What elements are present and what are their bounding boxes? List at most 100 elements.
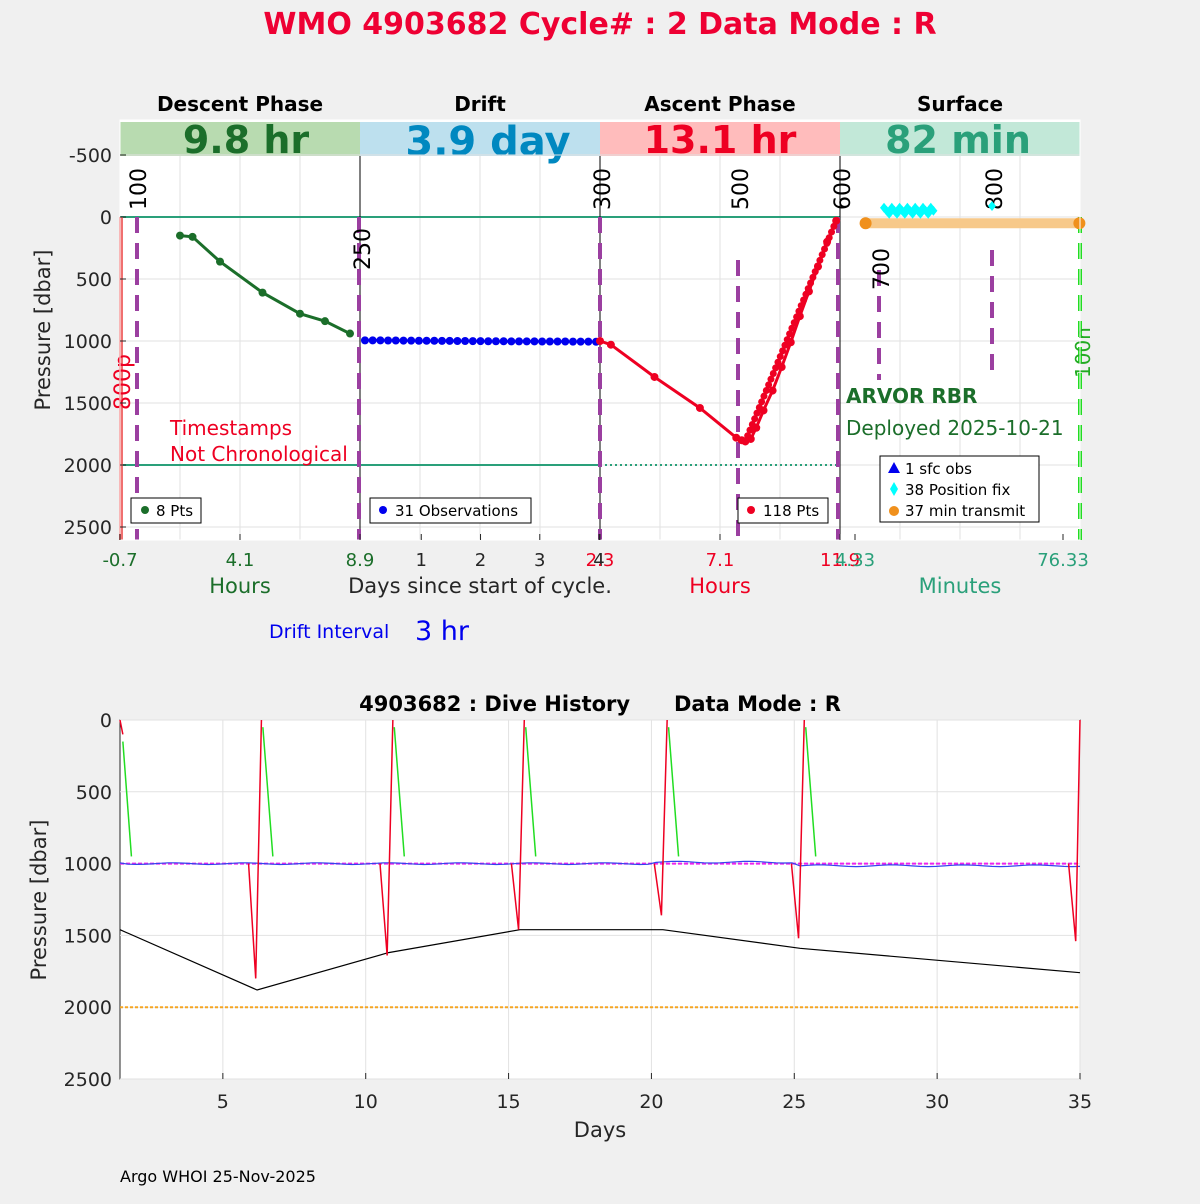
descent-x-label: Hours xyxy=(209,574,271,598)
phase-band-descent xyxy=(120,122,360,156)
bottom-y-ticks: 0 500 1000 1500 2000 2500 xyxy=(64,710,112,1091)
ascent-point-3 xyxy=(695,403,704,412)
ascent-dense-point-27 xyxy=(804,285,812,293)
surface-legend: 1 sfc obs 38 Position fix 37 min transmi… xyxy=(879,455,1040,523)
bottom-x-tick-label-5: 30 xyxy=(925,1091,949,1113)
guide-lines xyxy=(135,217,994,540)
descent-x-tick-2-label: 8.9 xyxy=(346,550,375,571)
warning-line-2: Not Chronological xyxy=(170,442,348,466)
ascent-dense-point-33 xyxy=(818,251,826,259)
ascent-dense-point-38 xyxy=(830,222,838,230)
drift-point-22 xyxy=(530,337,539,346)
surface-series xyxy=(859,201,1086,230)
ascent-dense-point-6 xyxy=(755,403,763,411)
descent-point-5 xyxy=(321,317,329,326)
drift-legend: 31 Observations xyxy=(369,497,532,524)
ascent-trace-2 xyxy=(510,719,526,930)
drift-point-10 xyxy=(438,336,446,345)
drift-point-20 xyxy=(515,337,524,346)
bottom-plot-area xyxy=(119,719,1081,1080)
ascent-dense-point-16 xyxy=(779,347,787,355)
ascent-dense-point-30 xyxy=(811,268,819,276)
phase-band-surface xyxy=(840,122,1080,156)
ascent-dense-point-1 xyxy=(744,432,752,440)
descent-trace-0 xyxy=(262,727,274,857)
ascent-dense-point-18 xyxy=(783,336,791,344)
ascent-point-1 xyxy=(606,340,615,349)
bottom-x-tick-label-6: 35 xyxy=(1068,1091,1092,1113)
drift-point-2 xyxy=(376,336,385,345)
drift-x-tick-1-label: 2 xyxy=(475,550,486,571)
phase-duration-drift: 3.9 day xyxy=(405,119,570,165)
bottom-y-tick-label-1: 500 xyxy=(76,782,112,804)
marker-label-300: 300 xyxy=(591,168,616,210)
bottom-y-tick-label-3: 1500 xyxy=(64,925,112,947)
marker-label-100: 100 xyxy=(127,168,152,210)
float-model: ARVOR RBR xyxy=(846,384,977,408)
ascent-dense-point-4 xyxy=(751,415,759,423)
ascent-dense-point-9 xyxy=(762,387,770,395)
warning-line-1: Timestamps xyxy=(169,416,292,440)
surface-transmit-point-0 xyxy=(859,217,872,230)
ascent-dense-point-23 xyxy=(795,307,803,315)
drift-point-13 xyxy=(461,337,470,345)
ascent-dense-point-8 xyxy=(760,392,768,400)
drift-point-9 xyxy=(430,336,439,345)
ascent-dense-point-35 xyxy=(823,239,831,247)
top-y-tick-label-0: -500 xyxy=(69,145,112,167)
bottom-grid xyxy=(120,719,1081,1080)
surface-legend-position-fix: 38 Position fix xyxy=(905,481,1010,499)
ascent-dense-point-25 xyxy=(800,296,808,304)
bottom-y-axis-label: Pressure [dbar] xyxy=(27,820,51,981)
bottom-x-tick-label-0: 5 xyxy=(217,1091,229,1113)
marker-label-800p: 800p xyxy=(111,354,136,410)
descent-x-tick-0-label: -0.7 xyxy=(102,550,137,571)
top-y-ticks: -500 0 500 1000 1500 2000 2500 xyxy=(64,145,126,539)
drift-point-12 xyxy=(453,337,462,345)
ascent-trace-4 xyxy=(790,719,806,939)
drift-legend-label: 31 Observations xyxy=(395,502,518,520)
drift-pressure-trace xyxy=(119,860,1081,868)
top-x-ticks: -0.7 4.1 8.9 1 2 3 42.3 7.1 11.94.33 76.33 xyxy=(102,534,1089,571)
ascent-x-label: Hours xyxy=(689,574,751,598)
descent-point-0 xyxy=(176,231,184,240)
drift-point-23 xyxy=(538,337,547,346)
marker-label-600: 600 xyxy=(831,168,856,210)
drift-point-4 xyxy=(391,336,400,345)
bottom-y-tick-label-0: 0 xyxy=(100,710,112,732)
surface-transmit-point-1 xyxy=(1073,217,1086,230)
ascent-dense-point-22 xyxy=(793,313,801,321)
marker-label-700: 700 xyxy=(870,248,895,290)
bottom-depth-line xyxy=(119,929,1081,991)
ascent-x-tick-1-label: 7.1 xyxy=(706,550,735,571)
ascent-legend: 118 Pts xyxy=(737,497,829,524)
ascent-dense-point-11 xyxy=(767,375,775,383)
ascent-dense-point-36 xyxy=(825,234,833,242)
ascent-dense-point-21 xyxy=(790,319,798,327)
footer-credit: Argo WHOI 25-Nov-2025 xyxy=(120,1167,316,1186)
drift-point-3 xyxy=(384,336,393,345)
ascent-point-10 xyxy=(768,386,777,395)
ascent-dense-point-12 xyxy=(769,370,777,378)
drift-point-24 xyxy=(545,337,554,346)
surface-legend-transmit: 37 min transmit xyxy=(905,502,1025,520)
ascent-dense-point-2 xyxy=(746,426,754,434)
drift-interval-value: 3 hr xyxy=(415,616,470,647)
drift-point-8 xyxy=(422,336,431,345)
surface-x-tick-0-label: 4.33 xyxy=(835,550,875,571)
ascent-dense-point-13 xyxy=(772,364,780,372)
phase-name-ascent: Ascent Phase xyxy=(644,92,795,116)
top-y-tick-label-4: 1500 xyxy=(64,393,112,415)
ascent-dense-point-14 xyxy=(774,358,782,366)
ascent-trace-start xyxy=(119,719,124,735)
drift-point-16 xyxy=(484,337,493,346)
drift-point-6 xyxy=(407,336,416,345)
ascent-dense-point-10 xyxy=(765,381,773,389)
bottom-y-tick-label-5: 2500 xyxy=(64,1069,112,1091)
descent-trace-4 xyxy=(804,727,817,857)
ascent-trace-3 xyxy=(653,719,668,916)
ascent-dense-point-15 xyxy=(776,353,784,361)
top-y-axis-label: Pressure [dbar] xyxy=(31,250,55,411)
